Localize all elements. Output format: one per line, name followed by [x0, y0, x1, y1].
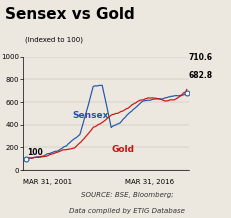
Text: Sensex vs Gold: Sensex vs Gold	[5, 7, 134, 22]
Text: 100: 100	[27, 148, 43, 157]
Text: Sensex: Sensex	[73, 111, 109, 120]
Text: Data compiled by ETIG Database: Data compiled by ETIG Database	[69, 208, 185, 214]
Text: (Indexed to 100): (Indexed to 100)	[25, 36, 83, 43]
Text: Gold: Gold	[111, 145, 134, 155]
Text: MAR 31, 2001: MAR 31, 2001	[23, 179, 72, 185]
Text: 682.8: 682.8	[188, 71, 212, 80]
Text: SOURCE: BSE, Bloomberg;: SOURCE: BSE, Bloomberg;	[81, 192, 173, 198]
Text: MAR 31, 2016: MAR 31, 2016	[125, 179, 174, 185]
Text: 710.6: 710.6	[188, 53, 212, 62]
